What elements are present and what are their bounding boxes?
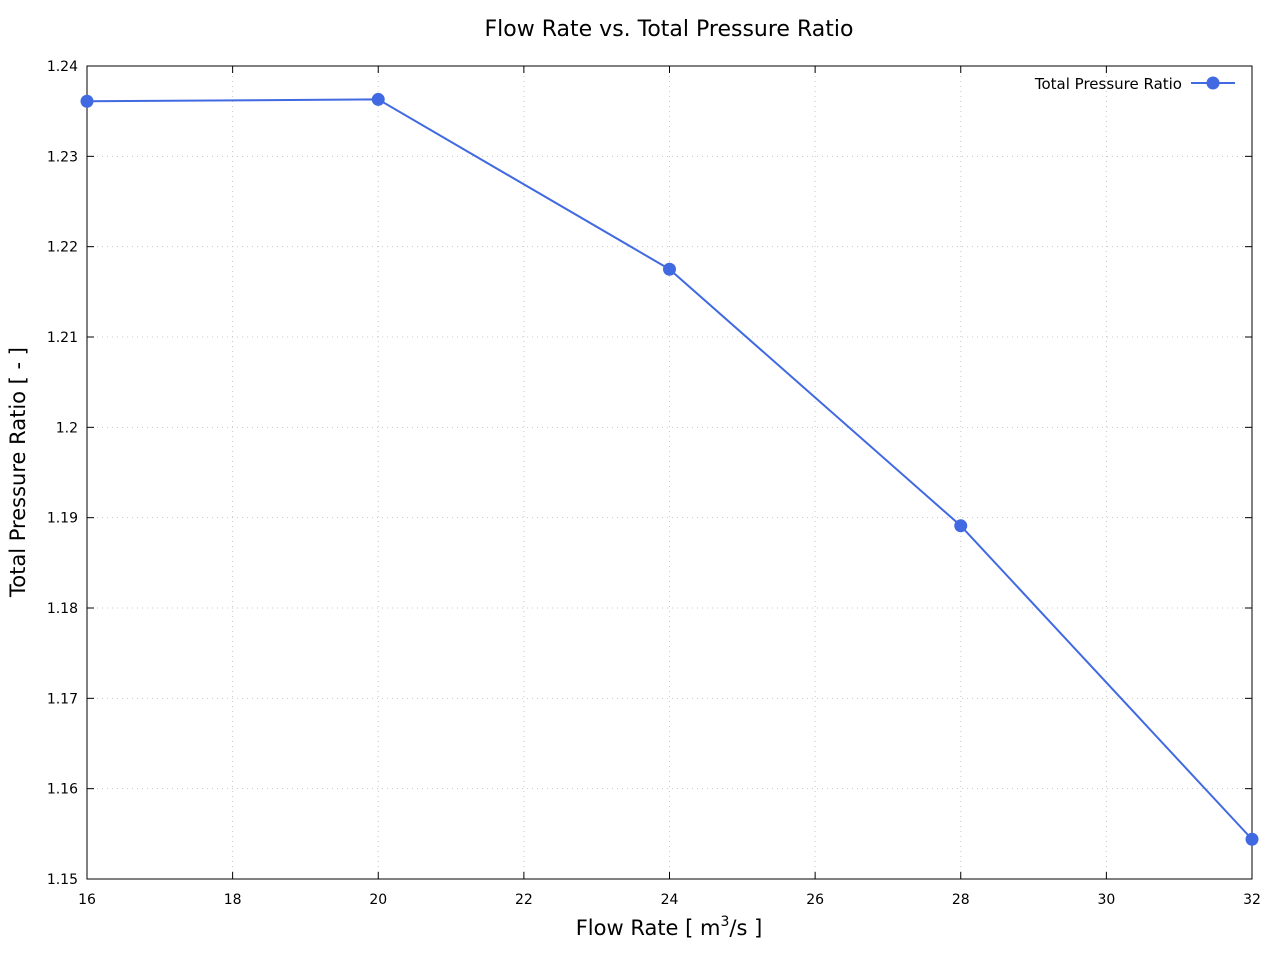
- x-tick-label: 22: [515, 892, 533, 908]
- x-axis-label-tail: /s ]: [729, 916, 762, 940]
- y-tick-label: 1.18: [47, 601, 78, 617]
- y-tick-label: 1.16: [47, 782, 78, 798]
- x-tick-label: 24: [661, 892, 679, 908]
- y-tick-label: 1.2: [56, 420, 78, 436]
- y-tick-label: 1.23: [47, 149, 78, 165]
- y-tick-label: 1.21: [47, 330, 78, 346]
- legend-label: Total Pressure Ratio: [1034, 75, 1182, 93]
- y-axis-label: Total Pressure Ratio [ - ]: [6, 347, 30, 598]
- legend: Total Pressure Ratio: [1034, 75, 1235, 93]
- x-tick-label: 30: [1097, 892, 1115, 908]
- x-axis-label: Flow Rate [ m3/s ]: [576, 914, 763, 940]
- x-tick-label: 28: [952, 892, 970, 908]
- y-tick-label: 1.19: [47, 511, 78, 527]
- y-tick-labels: 1.15 1.16 1.17 1.18 1.19 1.2 1.21 1.22 1.23 1.24: [47, 59, 78, 888]
- plot-frame: [86, 65, 1253, 880]
- series-layer: [80, 92, 1259, 846]
- data-point: [663, 262, 676, 276]
- x-tick-label: 20: [369, 892, 387, 908]
- x-tick-labels: 16 18 20 22 24 26 28 30 32: [78, 892, 1261, 908]
- data-point: [371, 92, 385, 106]
- y-tick-label: 1.17: [47, 691, 78, 707]
- y-tick-label: 1.24: [47, 59, 78, 75]
- data-point: [954, 519, 968, 533]
- x-tick-label: 16: [78, 892, 96, 908]
- x-axis-label-superscript: 3: [720, 914, 729, 930]
- legend-marker: [1206, 76, 1220, 90]
- y-tick-label: 1.15: [47, 872, 78, 888]
- x-tick-label: 26: [806, 892, 824, 908]
- chart-title: Flow Rate vs. Total Pressure Ratio: [485, 17, 854, 42]
- x-axis-label-main: Flow Rate [ m: [576, 916, 721, 940]
- data-point: [80, 94, 94, 108]
- data-point: [1245, 832, 1259, 846]
- x-tick-label: 18: [224, 892, 242, 908]
- x-tick-label: 32: [1243, 892, 1261, 908]
- y-tick-label: 1.22: [47, 240, 78, 256]
- grid-lines: [87, 66, 1252, 879]
